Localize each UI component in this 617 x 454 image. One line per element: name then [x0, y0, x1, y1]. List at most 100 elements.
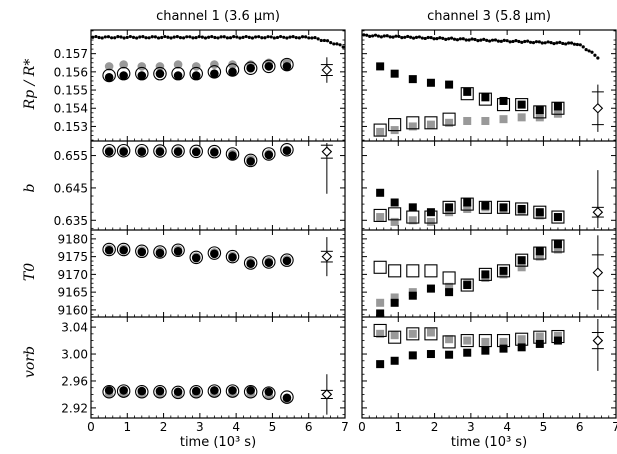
gray-square: [408, 329, 417, 338]
open-circle-point: [207, 144, 222, 159]
light-curve-point: [225, 36, 229, 40]
ytick-label: 0.635: [54, 214, 88, 228]
black-square: [376, 360, 385, 369]
open-square-point: [442, 112, 456, 126]
open-circle-point: [225, 63, 240, 77]
black-square: [553, 102, 562, 111]
open-circle-point: [262, 386, 276, 400]
black-square: [426, 78, 435, 87]
light-curve-point: [534, 40, 539, 44]
light-curve-point: [100, 36, 104, 40]
open-square-point: [496, 200, 511, 214]
light-curve-point: [160, 35, 164, 40]
light-curve-point: [257, 35, 261, 39]
open-circle-point: [243, 384, 258, 399]
ytick-label: 0.157: [54, 47, 88, 61]
open-circle-point: [262, 255, 276, 269]
ytick-label: 2.92: [61, 401, 88, 415]
panel-frame-col-2: [361, 29, 617, 419]
light-curve-point: [496, 39, 500, 43]
light-curve-point: [228, 36, 233, 40]
light-curve-point: [144, 36, 148, 40]
open-circle-point: [262, 147, 276, 161]
open-square-point: [424, 116, 438, 130]
gray-square: [376, 329, 385, 338]
ytick-label: 9170: [57, 268, 88, 282]
open-square-point: [373, 123, 387, 137]
panel-frames: [90, 29, 617, 419]
black-point: [191, 386, 201, 396]
black-square: [426, 284, 435, 293]
open-square-point: [388, 330, 402, 344]
light-curve-point: [169, 36, 173, 40]
xtick-label: 1: [123, 420, 131, 434]
light-curve-point: [423, 36, 427, 41]
gray-point: [104, 62, 114, 71]
xtick-label: 0: [358, 420, 366, 434]
open-circle-point: [116, 242, 131, 257]
light-curve-point: [493, 38, 498, 42]
black-square: [517, 343, 526, 352]
open-square-point: [442, 200, 456, 214]
black-point: [119, 245, 128, 255]
black-point: [155, 147, 165, 156]
black-square: [445, 288, 454, 297]
light-curve-point: [272, 36, 276, 40]
light-curve-point: [370, 34, 375, 38]
light-curve-point: [411, 36, 416, 40]
open-square-point: [533, 330, 547, 344]
light-curve-point: [163, 34, 167, 39]
light-curve-point: [546, 40, 550, 44]
light-curve-point: [379, 35, 383, 39]
light-curve-point: [373, 33, 378, 37]
light-curve-point: [452, 37, 457, 41]
light-curve-point: [203, 36, 208, 40]
light-curve-point: [517, 39, 521, 44]
light-curve-point: [467, 38, 471, 42]
light-curve-point: [479, 38, 483, 42]
xtick-label: 7: [612, 420, 617, 434]
open-circle-point: [243, 256, 258, 270]
black-square: [408, 351, 417, 360]
light-curve-point: [119, 35, 123, 39]
gray-square: [517, 335, 526, 344]
ylabel-rp-rstar: Rp / R*: [22, 59, 38, 111]
xtick-label: 4: [232, 420, 240, 434]
summary-diamond: [321, 251, 333, 262]
light-curve-point: [385, 34, 389, 38]
light-curve-point: [490, 38, 495, 42]
light-curve-point: [131, 35, 136, 39]
light-curve-point: [438, 36, 442, 40]
channel-3-xlabel: time (10³ s): [451, 435, 527, 450]
light-curve-point: [141, 35, 145, 39]
light-curve-point: [106, 35, 111, 39]
black-point: [264, 150, 274, 160]
light-curve-point: [400, 35, 404, 40]
light-curve-point: [185, 35, 189, 39]
black-point: [228, 253, 237, 262]
data-marks: [91, 33, 604, 415]
black-square: [481, 346, 490, 355]
open-square-point: [406, 116, 420, 130]
black-point: [137, 386, 147, 396]
black-point: [104, 245, 114, 255]
light-curve-point: [125, 35, 129, 39]
light-curve-point: [113, 36, 117, 40]
light-curve-point: [316, 37, 320, 41]
gray-point: [173, 60, 183, 69]
gray-point: [228, 60, 237, 69]
open-square-point: [460, 197, 474, 211]
light-curve-point: [188, 35, 192, 39]
black-point: [210, 249, 219, 259]
light-curve-point: [310, 36, 314, 40]
light-curve-point: [590, 50, 594, 54]
light-curve-point: [526, 39, 530, 43]
light-curve-point: [178, 36, 183, 40]
light-curve-point: [449, 36, 454, 40]
light-curve-point: [376, 34, 381, 38]
open-square-point: [515, 253, 529, 267]
black-square: [535, 208, 544, 217]
black-point: [173, 71, 183, 80]
gray-square: [535, 332, 544, 341]
gray-square: [390, 331, 399, 340]
